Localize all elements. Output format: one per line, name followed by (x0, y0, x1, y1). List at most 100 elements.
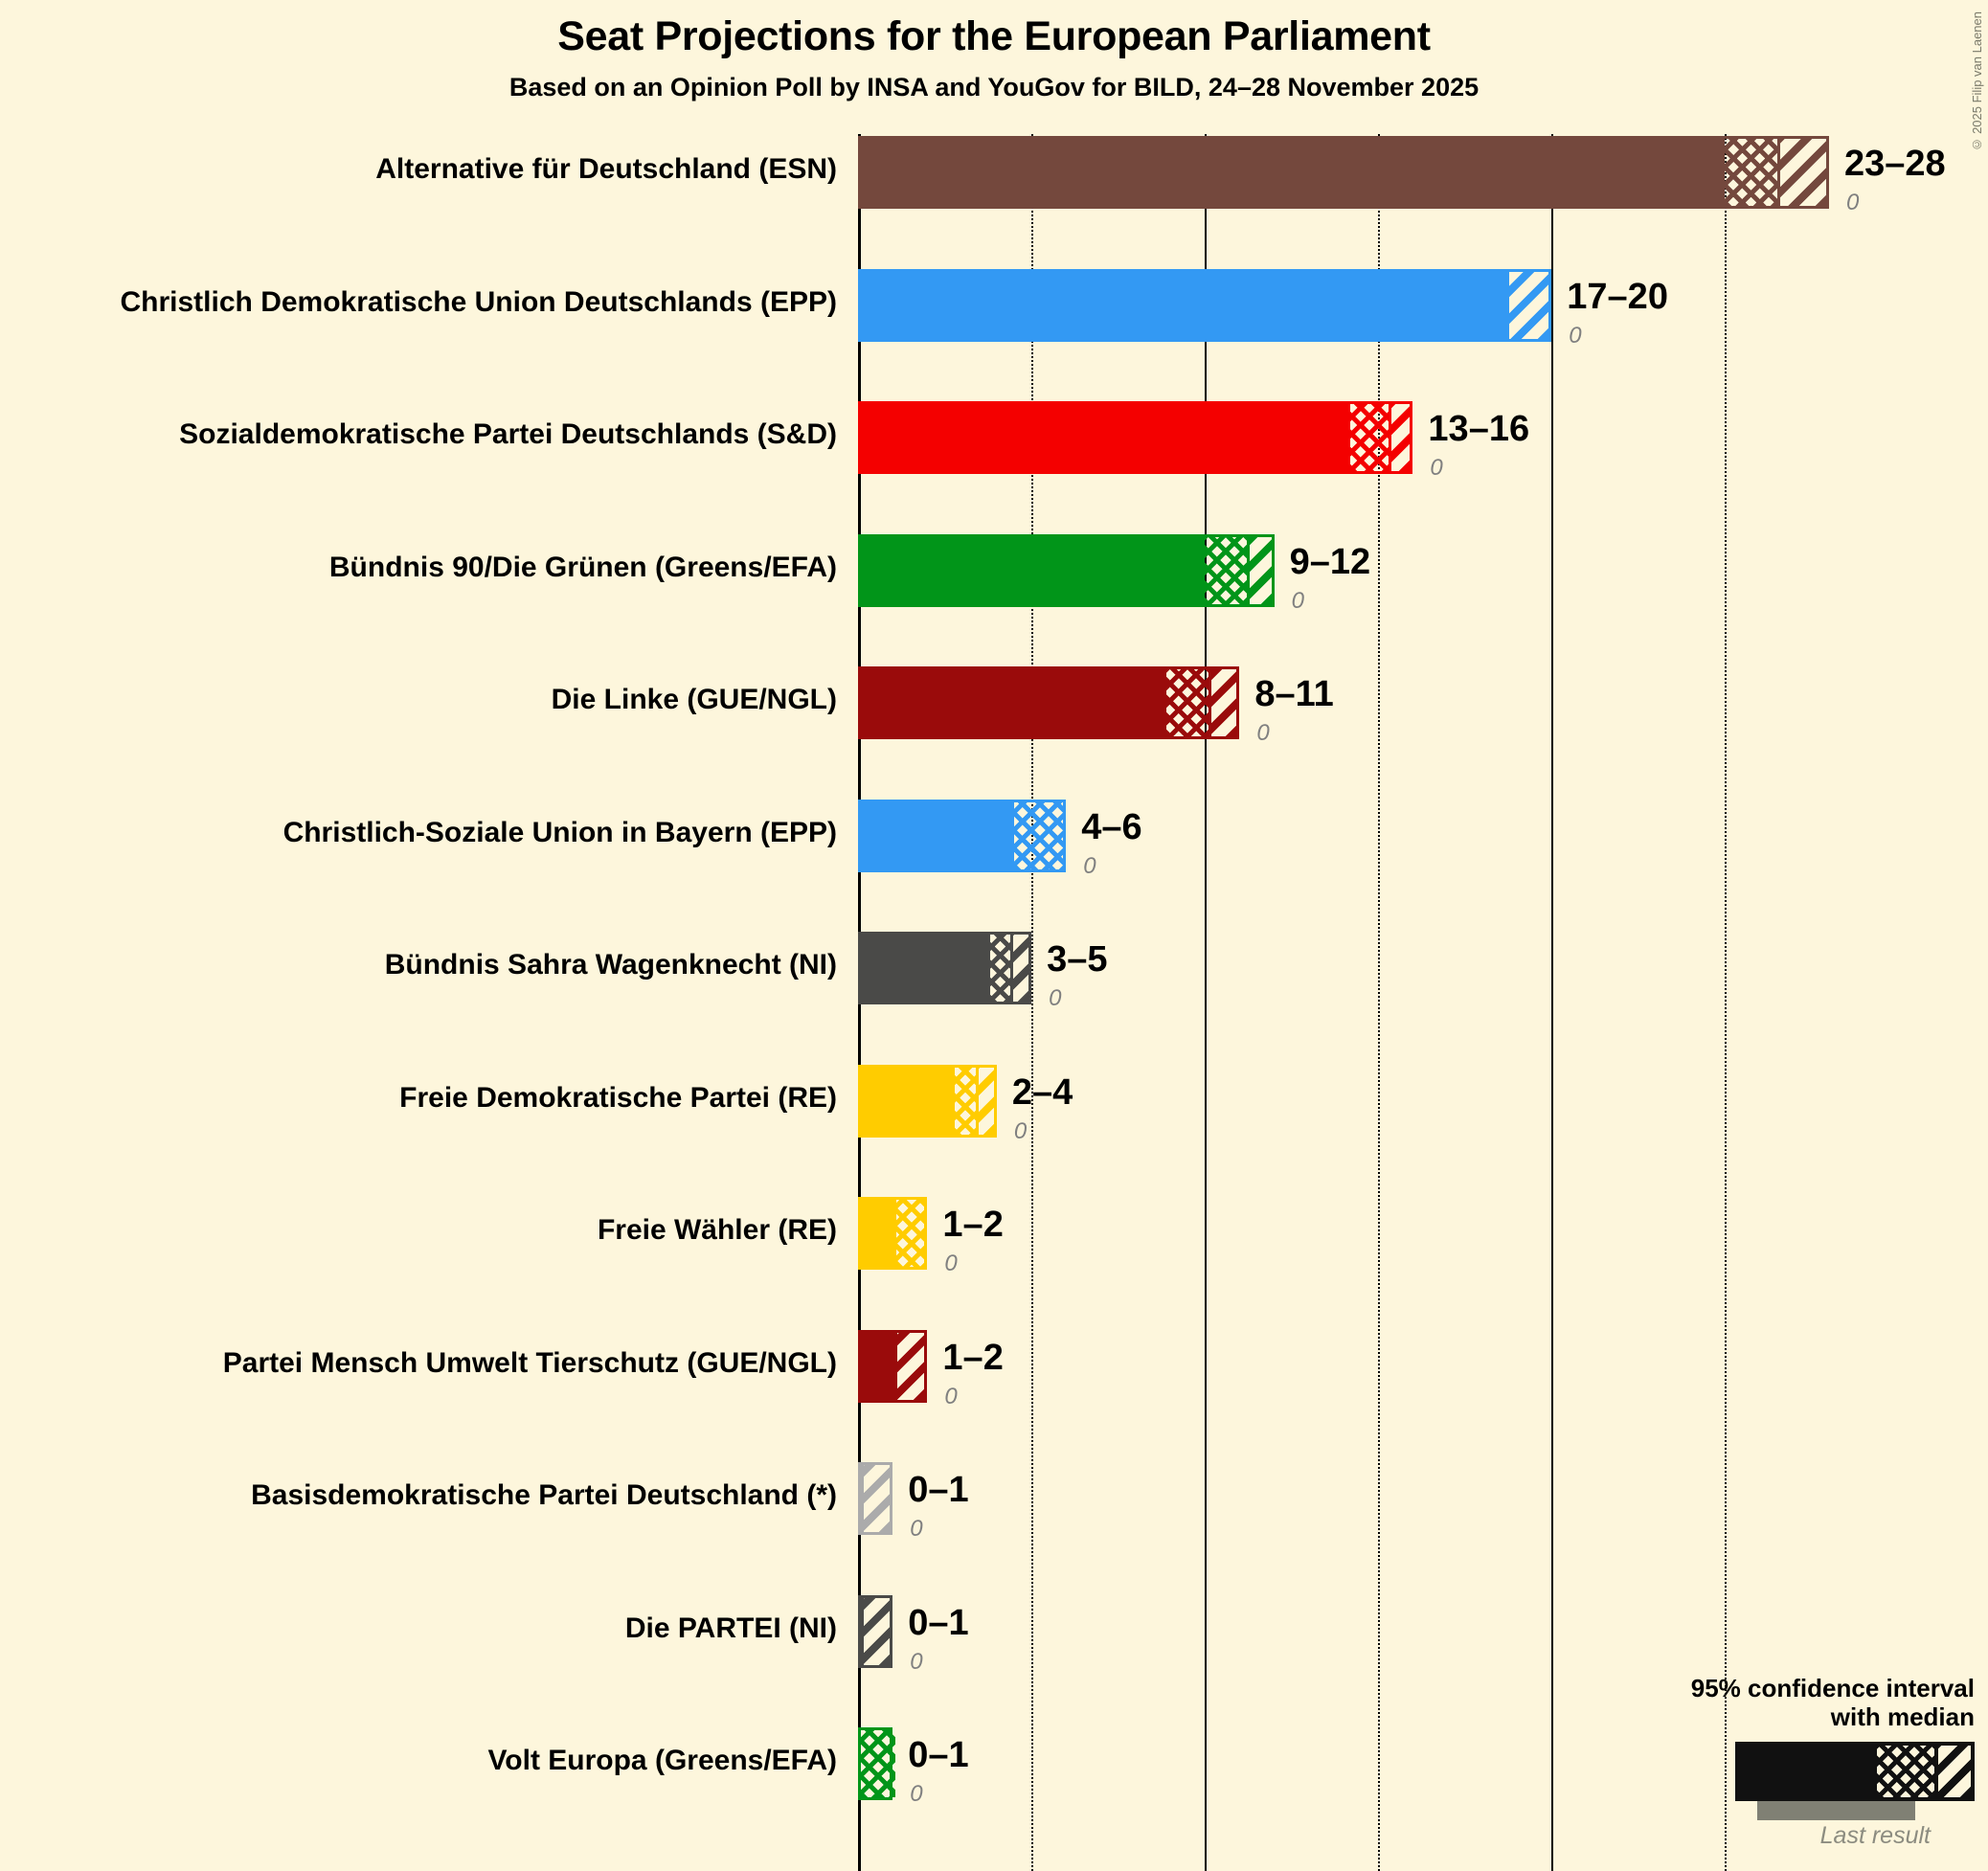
bar-solid-segment (861, 1332, 895, 1400)
gridline-minor (1378, 134, 1381, 1871)
interval-value-label: 23–28 (1844, 144, 1946, 184)
last-result-value: 0 (1013, 1117, 1028, 1144)
legend-solid-segment (1739, 1746, 1877, 1797)
party-label: Freie Demokratische Partei (RE) (399, 1081, 837, 1114)
legend-interval-swatch (1735, 1742, 1975, 1801)
bar-row (858, 136, 1829, 209)
bar-row (858, 1197, 1829, 1270)
party-label: Die Linke (GUE/NGL) (551, 684, 837, 715)
last-result-value: 0 (1049, 985, 1062, 1011)
bar-row (858, 1727, 1829, 1800)
last-result-value: 0 (1430, 455, 1443, 481)
bar-row (858, 799, 1829, 872)
gridline-major (1551, 134, 1554, 1871)
confidence-interval-bar (858, 1329, 928, 1403)
bar-row (858, 666, 1829, 739)
page-title: Seat Projections for the European Parlia… (557, 13, 1431, 59)
interval-value-label: 0–1 (908, 1735, 969, 1775)
last-result-value: 0 (1083, 852, 1096, 879)
last-result-value: 0 (1291, 587, 1304, 614)
bar-diagonal-segment (1010, 935, 1029, 1002)
legend: 95% confidence interval with median Last… (1668, 1674, 1975, 1850)
bar-solid-segment (861, 1067, 956, 1135)
last-result-value: 0 (910, 1648, 923, 1675)
last-result-value: 0 (944, 1251, 958, 1276)
bar-solid-segment (861, 271, 1507, 339)
legend-diagonal-segment (1933, 1746, 1971, 1797)
confidence-interval-bar (858, 666, 1240, 739)
confidence-interval-bar (858, 268, 1552, 342)
interval-value-label: 4–6 (1081, 806, 1142, 847)
bar-solid-segment (861, 669, 1167, 736)
party-label: Die PARTEI (NI) (624, 1612, 837, 1644)
confidence-interval-bar (858, 1727, 896, 1800)
interval-value-label: 17–20 (1567, 276, 1668, 317)
bar-diagonal-segment (861, 1465, 891, 1532)
interval-value-label: 9–12 (1289, 541, 1371, 582)
bar-crosshatch-segment (955, 1067, 977, 1135)
bar-crosshatch-segment (1166, 669, 1209, 736)
bar-crosshatch-segment (895, 1200, 928, 1267)
party-label: Basisdemokratische Partei Deutschland (*… (251, 1479, 837, 1511)
bar-row (858, 268, 1829, 342)
bar-diagonal-segment (894, 1332, 925, 1400)
last-result-value: 0 (910, 1781, 923, 1807)
interval-value-label: 0–1 (908, 1470, 969, 1510)
interval-value-label: 13–16 (1428, 409, 1530, 449)
party-label: Christlich Demokratische Union Deutschla… (120, 285, 838, 318)
bar-crosshatch-segment (1205, 536, 1247, 604)
bar-diagonal-segment (976, 1067, 994, 1135)
bar-solid-segment (861, 935, 990, 1002)
bar-solid-segment (861, 536, 1206, 604)
bar-solid-segment (861, 1200, 896, 1267)
bar-solid-segment (861, 801, 1014, 869)
confidence-interval-bar (858, 1594, 893, 1668)
confidence-interval-bar (858, 932, 1032, 1004)
interval-value-label: 1–2 (942, 1205, 1004, 1245)
bar-row (858, 401, 1829, 474)
bar-row (858, 1329, 1829, 1403)
plot-area: Alternative für Deutschland (ESN) 23–28 0 C… (121, 134, 1946, 1871)
bar-solid-segment (861, 139, 1726, 206)
bar-diagonal-segment (1208, 669, 1237, 736)
party-label: Bündnis Sahra Wagenknecht (NI) (384, 949, 837, 981)
party-label: Sozialdemokratische Partei Deutschlands … (179, 418, 837, 450)
legend-crosshatch-segment (1876, 1746, 1934, 1797)
last-result-value: 0 (1569, 322, 1582, 349)
confidence-interval-bar (858, 1197, 928, 1270)
interval-value-label: 0–1 (908, 1602, 969, 1643)
bar-crosshatch-segment (861, 1730, 896, 1797)
party-label: Volt Europa (Greens/EFA) (487, 1745, 838, 1776)
party-label: Christlich-Soziale Union in Bayern (EPP) (282, 816, 837, 848)
bar-diagonal-segment (1246, 536, 1272, 604)
last-result-value: 0 (1846, 190, 1860, 215)
party-label: Alternative für Deutschland (ESN) (375, 153, 837, 185)
interval-value-label: 3–5 (1047, 939, 1108, 980)
legend-last-result-label: Last result (1819, 1822, 1931, 1849)
bar-row (858, 1064, 1829, 1138)
party-label: Bündnis 90/Die Grünen (Greens/EFA) (328, 551, 837, 583)
confidence-interval-bar (858, 401, 1413, 474)
bar-crosshatch-segment (1013, 801, 1067, 869)
confidence-interval-bar (858, 533, 1275, 607)
legend-last-result-swatch (1757, 1801, 1915, 1820)
bar-crosshatch-segment (989, 935, 1011, 1002)
confidence-interval-bar (858, 799, 1067, 872)
bar-diagonal-segment (1776, 139, 1826, 206)
bar-diagonal-segment (1506, 271, 1549, 339)
bar-row (858, 533, 1829, 607)
bar-diagonal-segment (861, 1597, 891, 1665)
interval-value-label: 8–11 (1254, 674, 1334, 714)
bar-row (858, 1594, 1829, 1668)
copyright-notice: © 2025 Filip van Laenen (1970, 11, 1984, 152)
interval-value-label: 2–4 (1011, 1071, 1073, 1113)
party-label: Partei Mensch Umwelt Tierschutz (GUE/NGL… (222, 1346, 837, 1379)
bar-solid-segment (861, 404, 1351, 471)
interval-value-label: 1–2 (942, 1337, 1004, 1378)
gridline-minor (1031, 134, 1034, 1871)
legend-line-2: with median (1830, 1702, 1975, 1732)
bar-crosshatch-segment (1350, 404, 1389, 471)
last-result-value: 0 (910, 1516, 923, 1542)
chart-subtitle: Based on an Opinion Poll by INSA and You… (508, 73, 1480, 101)
